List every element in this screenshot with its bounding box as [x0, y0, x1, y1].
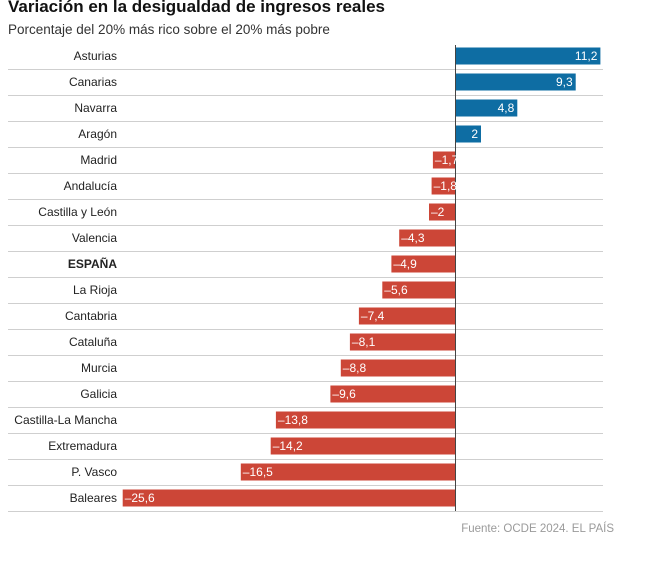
source-note: Fuente: OCDE 2024. EL PAÍS: [461, 523, 614, 535]
value-labels: 11,29,3 4,8 2 –1,7 –1,8 –2 –4,3 –4,9 –5,6 –7,4 –8,…: [125, 49, 598, 505]
value-label-navarra: 4,8: [498, 101, 515, 115]
bar-castilla-la-mancha: [275, 411, 455, 429]
category-label-cantabria: Cantabria: [65, 309, 117, 323]
category-label-galicia: Galicia: [80, 387, 117, 401]
bar-extremadura: [270, 437, 455, 455]
category-label-castilla-y-leon: Castilla y León: [38, 205, 117, 219]
category-label-murcia: Murcia: [81, 361, 117, 375]
bar-canarias: [455, 73, 576, 91]
bar-cantabria: [358, 307, 455, 325]
category-label-aragon: Aragón: [78, 127, 117, 141]
value-label-murcia: –8,8: [343, 361, 367, 375]
bar-madrid: [432, 151, 455, 169]
value-label-espana: –4,9: [393, 257, 417, 271]
row-separators: [8, 69, 603, 512]
bar-asturias: [455, 47, 601, 65]
category-label-madrid: Madrid: [80, 153, 117, 167]
category-label-navarra: Navarra: [74, 101, 117, 115]
category-label-p-vasco: P. Vasco: [71, 465, 117, 479]
chart-title: Variación en la desigualdad de ingresos …: [8, 0, 385, 16]
category-label-baleares: Baleares: [70, 491, 117, 505]
bar-cataluna: [349, 333, 455, 351]
bar-p-vasco: [240, 463, 455, 481]
category-labels: Asturias Canarias Navarra Aragón Madrid Andal…: [14, 49, 117, 505]
value-label-andalucia: –1,8: [434, 179, 458, 193]
value-label-aragon: 2: [471, 127, 478, 141]
value-label-baleares: –25,6: [125, 491, 155, 505]
value-label-p-vasco: –16,5: [243, 465, 273, 479]
bar-galicia: [330, 385, 455, 403]
bar-espana: [391, 255, 455, 273]
value-label-galicia: –9,6: [332, 387, 356, 401]
category-label-extremadura: Extremadura: [48, 439, 117, 453]
bar-chart: Asturias Canarias Navarra Aragón Madrid Andal…: [8, 45, 603, 512]
value-label-castilla-la-mancha: –13,8: [278, 413, 308, 427]
value-label-valencia: –4,3: [401, 231, 425, 245]
category-label-espana: ESPAÑA: [68, 256, 117, 271]
bar-andalucia: [431, 177, 455, 195]
bar-baleares: [122, 489, 455, 507]
bar-murcia: [340, 359, 455, 377]
bar-la-rioja: [382, 281, 455, 299]
value-label-madrid: –1,7: [435, 153, 459, 167]
value-label-cantabria: –7,4: [361, 309, 385, 323]
bars: [122, 47, 601, 507]
bar-valencia: [399, 229, 455, 247]
category-label-cataluna: Cataluña: [69, 335, 117, 349]
value-label-extremadura: –14,2: [273, 439, 303, 453]
category-label-canarias: Canarias: [69, 75, 117, 89]
value-label-la-rioja: –5,6: [384, 283, 408, 297]
category-label-andalucia: Andalucía: [64, 179, 118, 193]
value-label-cataluna: –8,1: [352, 335, 376, 349]
bar-navarra: [455, 99, 518, 117]
bar-castilla-y-leon: [429, 203, 455, 221]
category-label-castilla-la-mancha: Castilla-La Mancha: [14, 413, 117, 427]
bar-aragon: [455, 125, 481, 143]
category-label-la-rioja: La Rioja: [73, 283, 117, 297]
category-label-asturias: Asturias: [74, 49, 117, 63]
value-label-asturias: 11,2: [575, 49, 598, 63]
category-label-valencia: Valencia: [72, 231, 117, 245]
chart-subtitle: Porcentaje del 20% más rico sobre el 20%…: [8, 22, 330, 37]
value-label-castilla-y-leon: –2: [431, 205, 445, 219]
value-label-canarias: 9,3: [556, 75, 573, 89]
